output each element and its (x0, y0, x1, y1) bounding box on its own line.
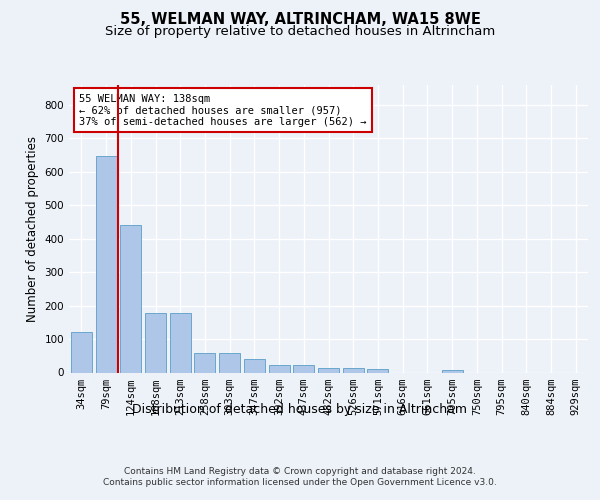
Bar (367, 369, 388, 372)
Bar (145, 313, 166, 372)
Text: 55, WELMAN WAY, ALTRINCHAM, WA15 8WE: 55, WELMAN WAY, ALTRINCHAM, WA15 8WE (119, 12, 481, 28)
Bar (219, 354, 240, 372)
Bar (293, 365, 314, 372)
Text: Contains HM Land Registry data © Crown copyright and database right 2024.
Contai: Contains HM Land Registry data © Crown c… (103, 468, 497, 487)
Bar (343, 368, 364, 372)
Bar (244, 359, 265, 372)
Bar (120, 226, 141, 372)
Bar (194, 354, 215, 372)
Bar (269, 365, 290, 372)
Bar (170, 313, 191, 372)
Bar (318, 368, 339, 372)
Text: Distribution of detached houses by size in Altrincham: Distribution of detached houses by size … (133, 402, 467, 415)
Bar (95, 156, 116, 372)
Bar (71, 332, 92, 372)
Text: 55 WELMAN WAY: 138sqm
← 62% of detached houses are smaller (957)
37% of semi-det: 55 WELMAN WAY: 138sqm ← 62% of detached … (79, 94, 367, 127)
Text: Size of property relative to detached houses in Altrincham: Size of property relative to detached ho… (105, 25, 495, 38)
Bar (442, 370, 463, 372)
Y-axis label: Number of detached properties: Number of detached properties (26, 136, 39, 322)
